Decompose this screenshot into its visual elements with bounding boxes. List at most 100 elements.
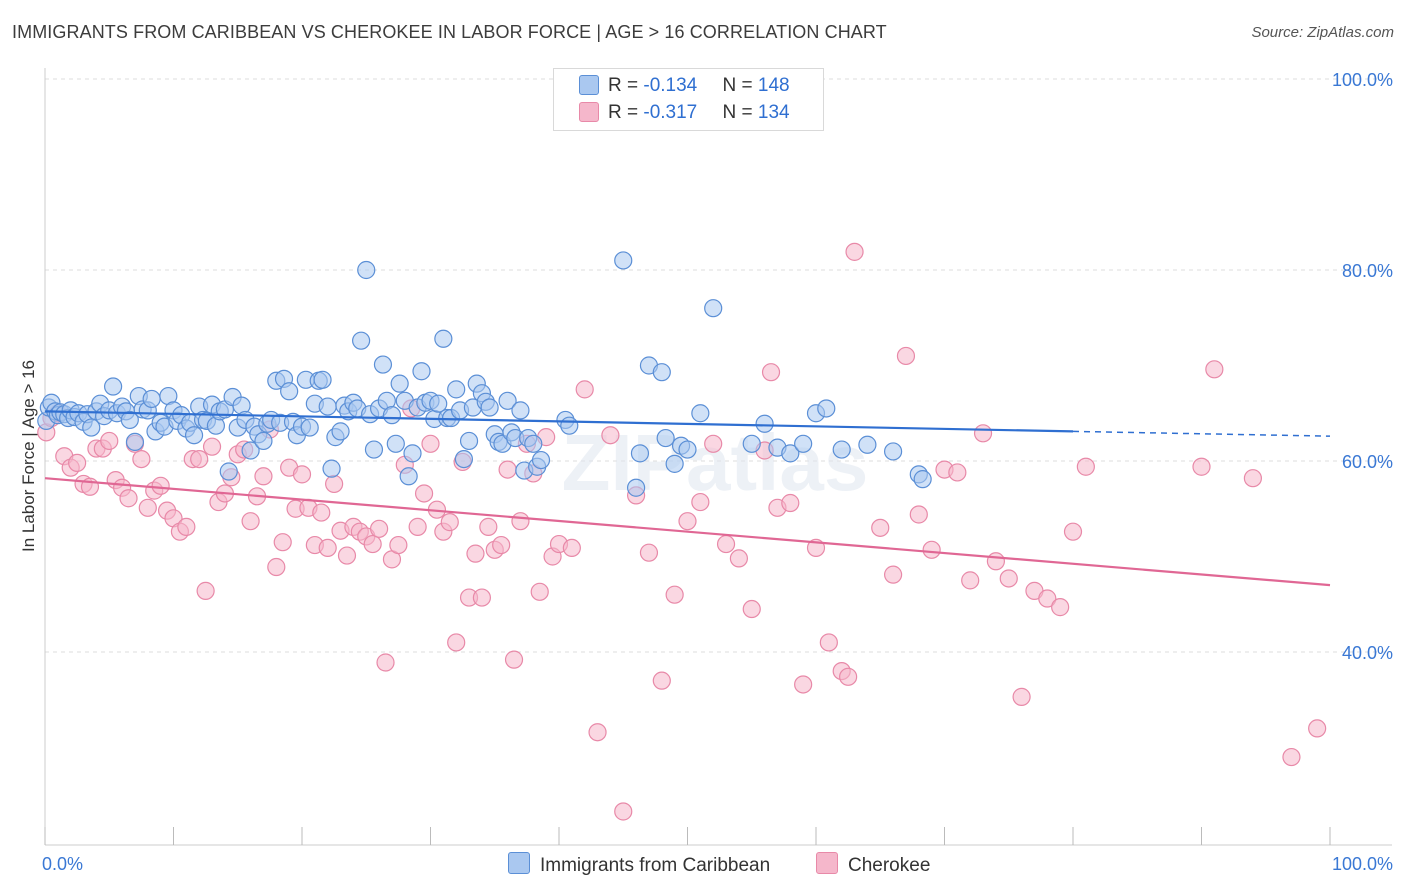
cherokee-point: [614, 802, 633, 821]
cherokee-point: [511, 512, 530, 531]
caribbean-point: [781, 444, 800, 463]
y-tick-label: 80.0%: [1342, 261, 1393, 281]
cherokee-point: [1012, 687, 1031, 706]
caribbean-point: [382, 406, 402, 425]
cherokee-point: [196, 581, 215, 600]
cherokee-point: [742, 599, 761, 619]
caribbean-point: [459, 431, 479, 451]
cherokee-point: [845, 242, 864, 261]
cherokee-point: [961, 571, 980, 590]
cherokee-point: [132, 449, 151, 469]
cherokee-point: [922, 540, 941, 559]
x-tick-label: 0.0%: [42, 854, 83, 874]
bottom-legend-cherokee: Cherokee: [816, 852, 930, 877]
caribbean-point: [665, 454, 684, 473]
caribbean-point: [691, 404, 710, 423]
bottom-legend-caribbean: Immigrants from Caribbean: [508, 852, 770, 877]
cherokee-point: [1051, 598, 1070, 617]
caribbean-point: [331, 422, 350, 441]
cherokee-point: [999, 569, 1018, 588]
cherokee-point: [151, 476, 170, 495]
cherokee-point: [408, 517, 427, 536]
caribbean-point: [755, 414, 774, 433]
cherokee-point: [370, 519, 389, 538]
cherokee-point: [1282, 747, 1301, 767]
cherokee-point: [729, 549, 749, 568]
caribbean-point: [142, 389, 161, 409]
caribbean-point: [614, 251, 633, 270]
r-value-cherokee: -0.317: [643, 102, 698, 123]
cherokee-point: [652, 671, 671, 690]
caribbean-point: [357, 260, 376, 280]
cherokee-point: [498, 460, 517, 479]
cherokee-point: [665, 585, 684, 604]
caribbean-point: [652, 363, 671, 382]
cherokee-point: [325, 474, 344, 494]
cherokee-swatch: [816, 852, 838, 874]
caribbean-point: [82, 418, 101, 437]
cherokee-point: [562, 538, 581, 558]
cherokee-point: [639, 543, 659, 562]
caribbean-point: [412, 362, 431, 381]
cherokee-point: [119, 489, 138, 508]
cherokee-point: [781, 493, 800, 513]
caribbean-label: Immigrants from Caribbean: [540, 855, 771, 876]
n-value-caribbean: 148: [757, 75, 790, 96]
y-tick-label: 60.0%: [1342, 452, 1393, 472]
caribbean-point: [125, 432, 145, 451]
cherokee-point: [678, 512, 697, 531]
cherokee-point: [292, 465, 312, 484]
caribbean-point: [318, 397, 337, 416]
cherokee-point: [530, 582, 549, 601]
cherokee-point: [1192, 457, 1211, 476]
cherokee-point: [472, 588, 491, 607]
cherokee-point: [138, 498, 157, 517]
caribbean-point: [386, 434, 405, 453]
cherokee-point: [479, 517, 498, 536]
cherokee-point: [440, 513, 459, 532]
caribbean-point: [241, 441, 260, 460]
cherokee-point: [1308, 719, 1327, 738]
caribbean-point: [678, 440, 697, 459]
caribbean-point: [280, 382, 299, 401]
caribbean-point: [560, 416, 579, 435]
caribbean-point: [832, 440, 851, 459]
caribbean-point: [817, 399, 836, 418]
caribbean-point: [300, 418, 319, 437]
cherokee-point: [819, 633, 838, 652]
cherokee-point: [177, 517, 196, 536]
x-tick-labels: 0.0% 100.0%: [42, 854, 1393, 874]
caribbean-point: [352, 331, 371, 350]
caribbean-point: [498, 391, 517, 410]
caribbean-trend-line: [44, 410, 1074, 433]
legend-row-caribbean: R = -0.134 N = 148: [579, 75, 790, 97]
caribbean-trend-extension: [1072, 430, 1331, 437]
cherokee-point: [761, 363, 781, 382]
cherokee-point: [466, 544, 485, 563]
caribbean-point: [373, 355, 393, 374]
cherokee-point: [376, 653, 395, 672]
y-axis-label: In Labor Force | Age > 16: [19, 360, 38, 552]
caribbean-point: [254, 431, 273, 451]
chart-title: IMMIGRANTS FROM CARIBBEAN VS CHEROKEE IN…: [12, 22, 887, 42]
caribbean-point: [913, 470, 932, 489]
cherokee-point: [318, 538, 337, 558]
cherokee-trend-line: [44, 477, 1331, 587]
cherokee-point: [704, 434, 723, 453]
cherokee-point: [241, 512, 260, 531]
cherokee-point: [716, 534, 736, 554]
caribbean-swatch: [508, 852, 530, 874]
caribbean-point: [429, 394, 448, 413]
cherokee-point: [312, 503, 331, 522]
blue-swatch: [579, 75, 599, 95]
cherokee-point: [601, 426, 620, 445]
cherokee-point: [389, 535, 408, 555]
caribbean-point: [447, 380, 466, 399]
cherokee-point: [1063, 522, 1083, 541]
caribbean-point: [434, 329, 453, 348]
cherokee-label: Cherokee: [848, 855, 931, 876]
caribbean-point: [704, 299, 723, 318]
cherokee-point: [1038, 589, 1057, 608]
caribbean-point: [531, 450, 551, 470]
cherokee-point: [190, 449, 209, 469]
